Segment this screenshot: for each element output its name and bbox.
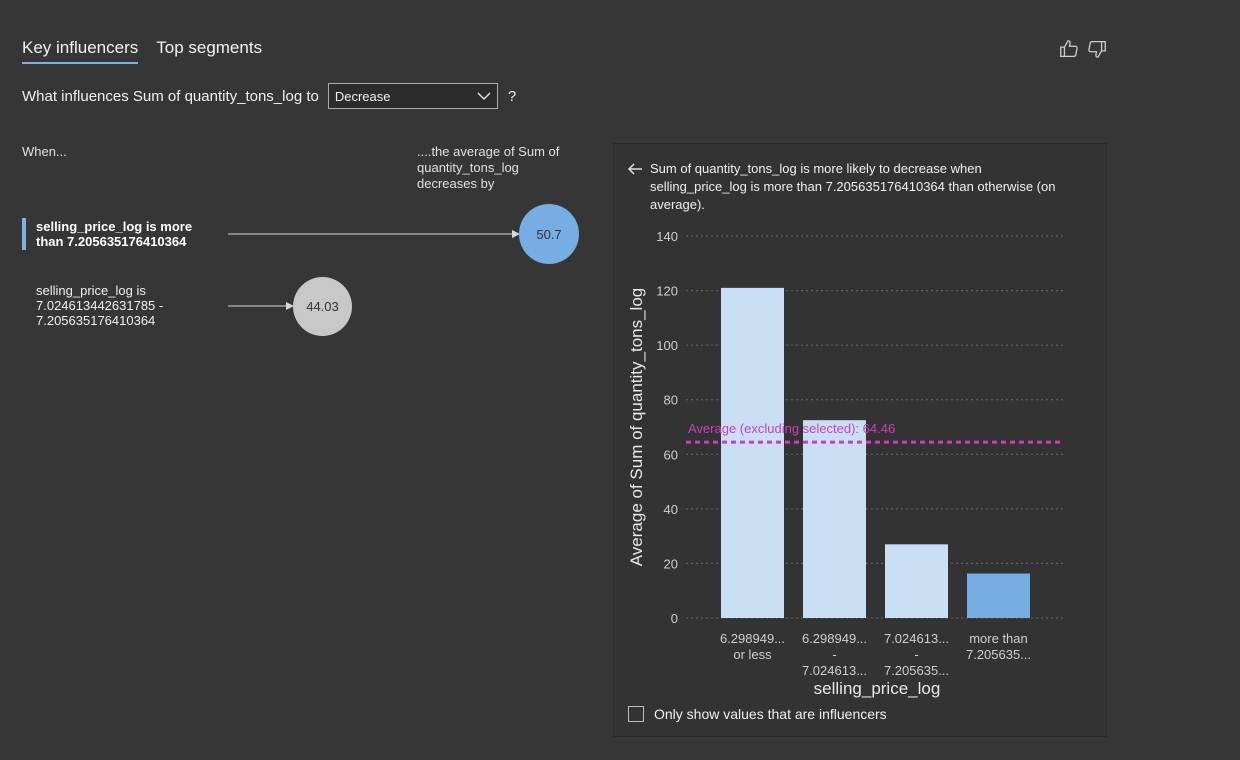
x-tick-label: 7.205635...	[884, 663, 949, 678]
influencers-only-toggle[interactable]: Only show values that are influencers	[628, 706, 887, 722]
y-tick-label: 40	[664, 502, 678, 517]
detail-panel: 0 20 40 60 80 100 120 140 6.298949... or less 6.29…	[613, 143, 1107, 737]
chevron-down-icon	[477, 92, 491, 101]
thumbs-up-icon[interactable]	[1058, 38, 1080, 60]
x-tick-label: 6.298949...	[802, 631, 867, 646]
direction-dropdown[interactable]: Decrease	[327, 83, 498, 109]
y-axis-title: Average of Sum of quantity_tons_log	[627, 288, 646, 566]
y-tick-label: 100	[656, 338, 678, 353]
explanation-text: Sum of quantity_tons_log is more likely …	[650, 161, 1056, 212]
x-tick-label: 6.298949...	[720, 631, 785, 646]
y-tick-label: 80	[664, 393, 678, 408]
tab-top-segments[interactable]: Top segments	[156, 38, 263, 57]
back-arrow-icon[interactable]	[626, 160, 644, 178]
x-tick-label: -	[832, 647, 836, 662]
x-tick-label: 7.024613...	[884, 631, 949, 646]
panel-header: Sum of quantity_tons_log is more likely …	[626, 160, 1070, 214]
influence-question: What influences Sum of quantity_tons_log…	[22, 82, 516, 110]
chart-bar[interactable]	[885, 544, 948, 618]
y-tick-label: 0	[671, 611, 678, 626]
x-tick-label: more than	[969, 631, 1028, 646]
thumbs-down-icon[interactable]	[1086, 38, 1108, 60]
y-tick-label: 20	[664, 556, 678, 571]
x-tick-label: or less	[733, 647, 772, 662]
y-tick-label: 140	[656, 229, 678, 244]
question-mark: ?	[507, 87, 517, 105]
influencer-arrows	[228, 230, 520, 310]
influencers-only-label: Only show values that are influencers	[654, 706, 887, 722]
tab-bar: Key influencers Top segments	[22, 38, 262, 64]
influence-bubble[interactable]: 44.03	[293, 277, 352, 336]
influencer-label: selling_price_log is more than 7.2056351…	[36, 219, 193, 249]
chart-bar[interactable]	[803, 420, 866, 618]
x-tick-label: -	[914, 647, 918, 662]
question-text: What influences Sum of quantity_tons_log…	[22, 87, 319, 105]
tab-key-influencers[interactable]: Key influencers	[22, 38, 139, 64]
selected-indicator	[22, 218, 26, 250]
influencers-only-checkbox[interactable]	[628, 706, 644, 722]
when-header: When...	[22, 144, 67, 159]
average-label: Average (excluding selected): 64.46	[688, 421, 895, 436]
influencer-label: selling_price_log is 7.024613442631785 -…	[36, 283, 164, 328]
chart-bar[interactable]	[721, 287, 784, 618]
chart-bar[interactable]	[967, 573, 1030, 618]
y-tick-label: 60	[664, 447, 678, 462]
direction-dropdown-value: Decrease	[334, 88, 391, 104]
x-tick-label: 7.024613...	[802, 663, 867, 678]
x-tick-label: 7.205635...	[966, 647, 1031, 662]
influence-bubble[interactable]: 50.7	[519, 204, 579, 264]
average-header: ....the average of Sum of quantity_tons_…	[417, 144, 560, 191]
y-tick-label: 120	[656, 284, 678, 299]
x-axis-title: selling_price_log	[814, 679, 941, 698]
feedback-buttons	[1058, 38, 1108, 60]
